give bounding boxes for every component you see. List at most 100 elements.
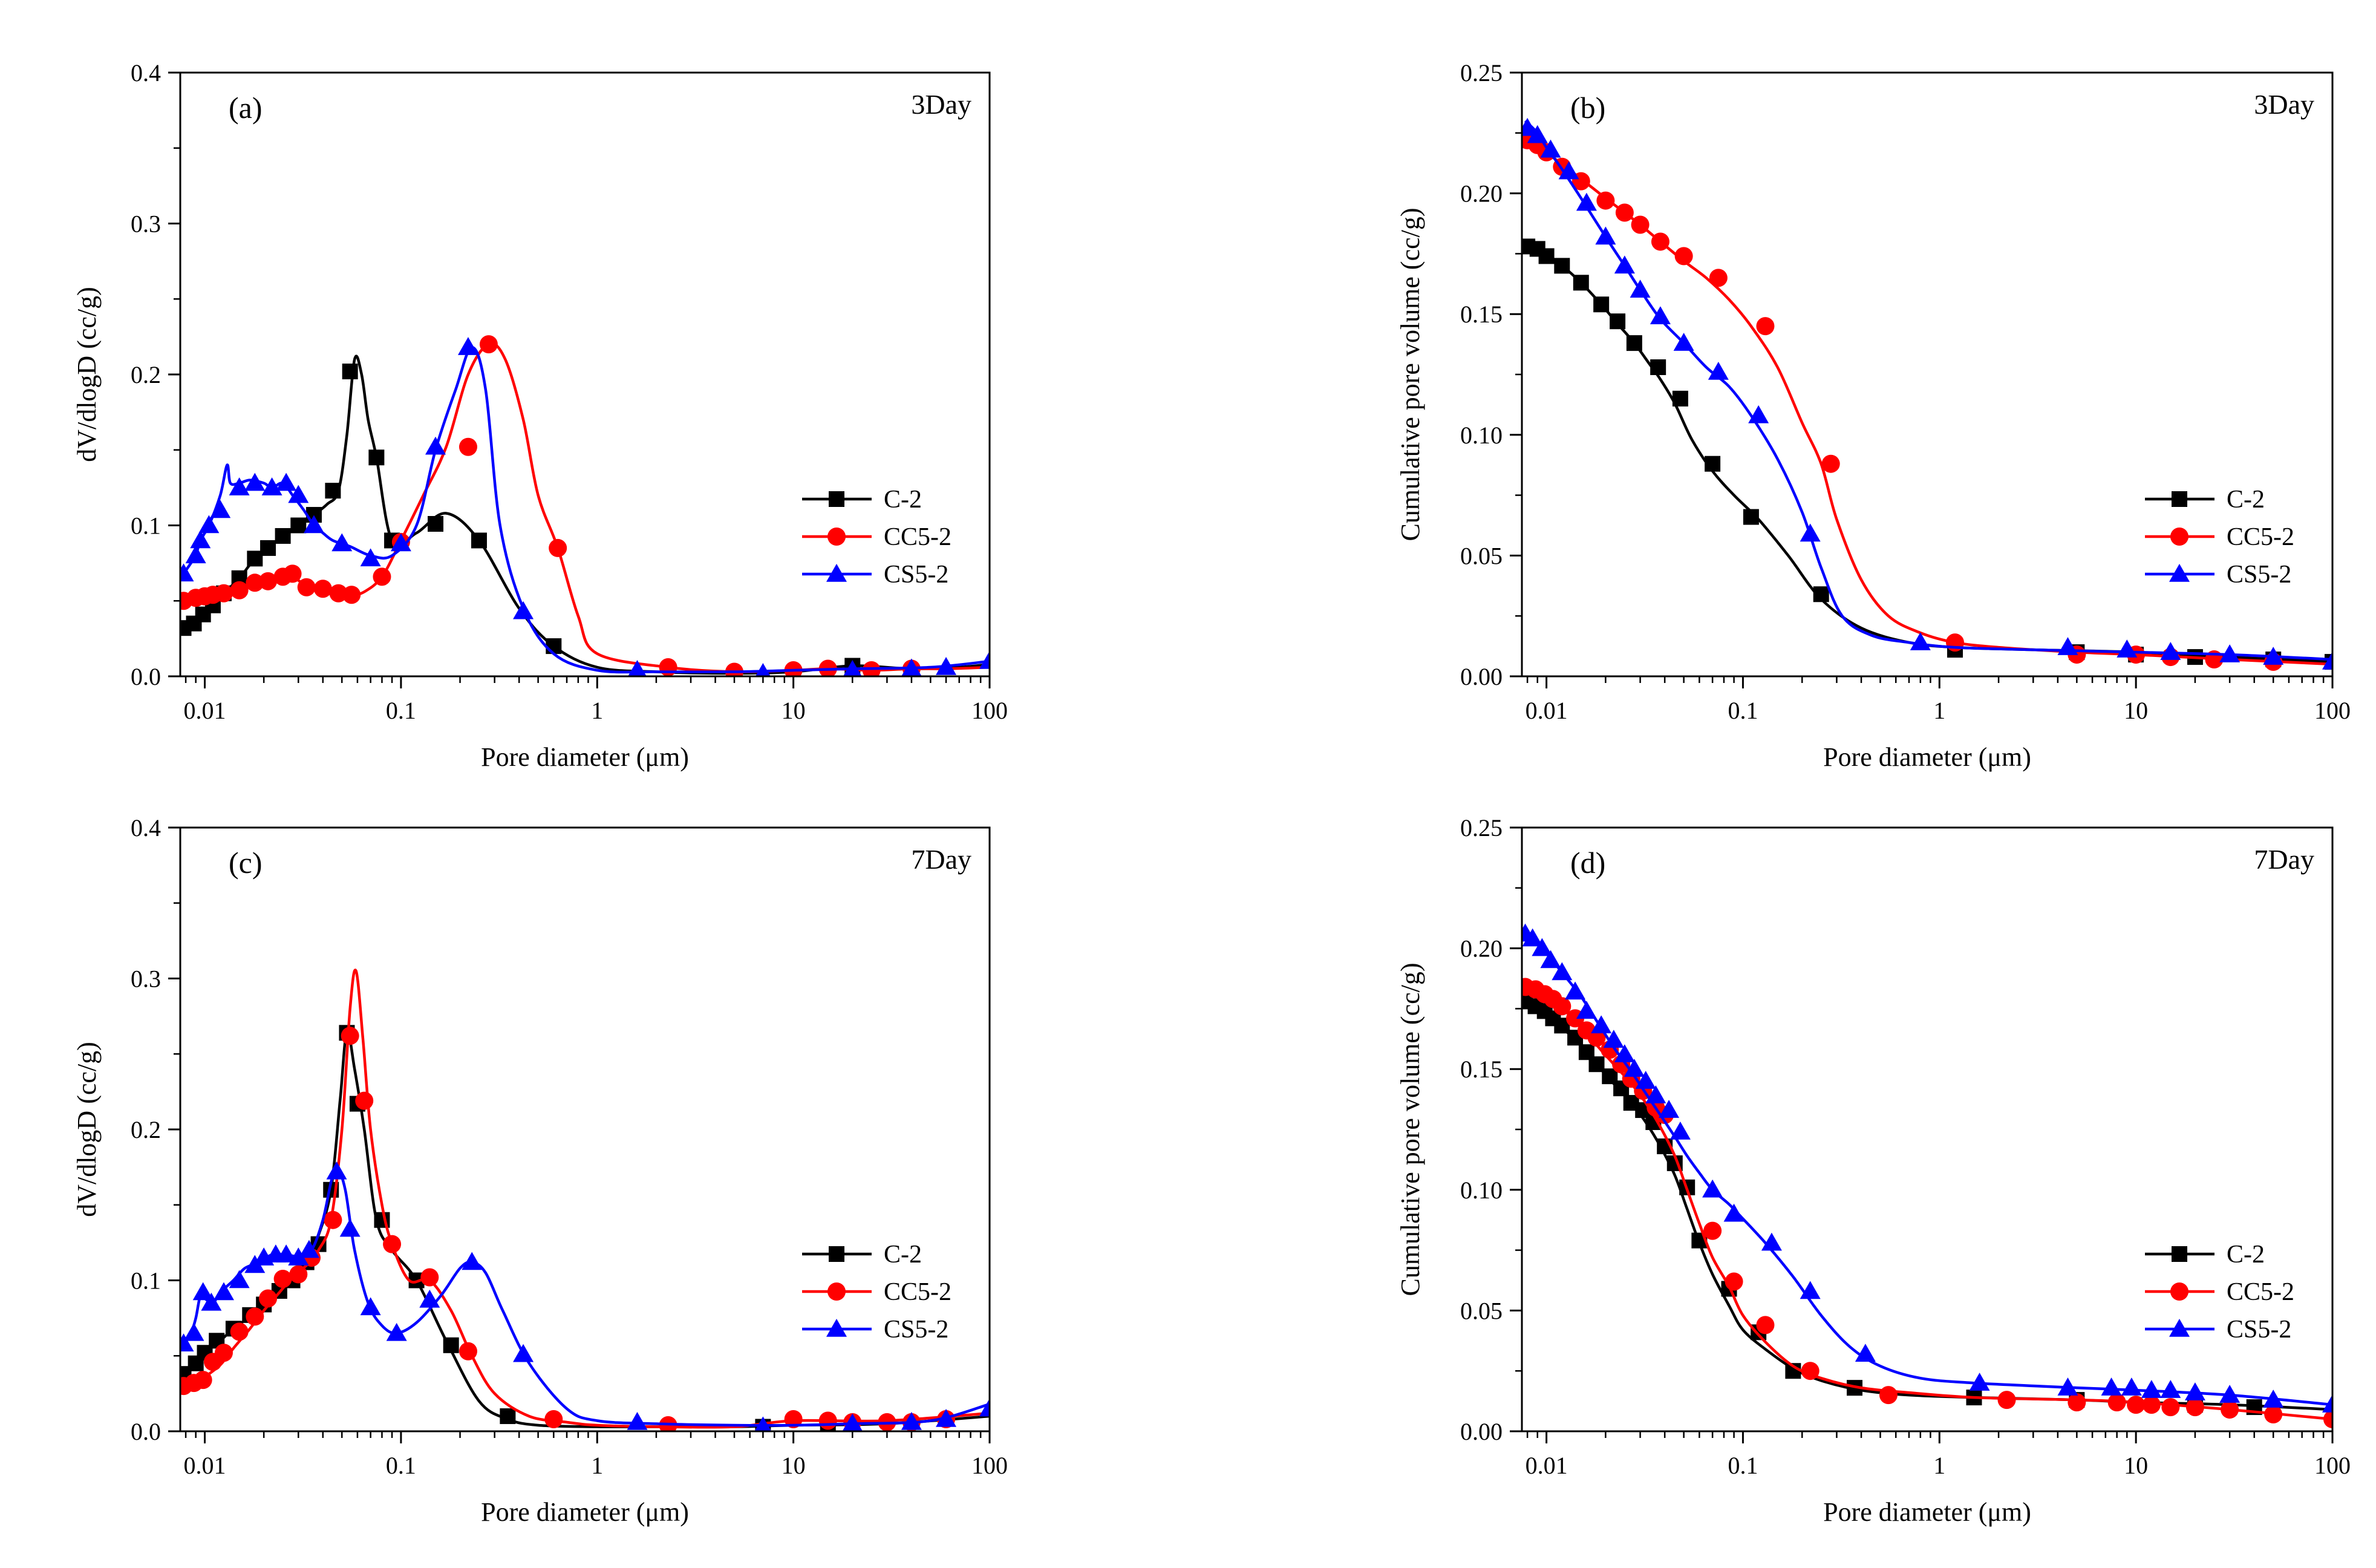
x-tick-label: 1 [591,697,603,724]
series-CC5-2-marker [273,1270,292,1289]
day-label: 3Day [2254,89,2314,120]
series-CS5-2-marker [1761,1232,1782,1251]
series-CC5-2-marker [784,1410,803,1429]
series-CS5-2-marker [2322,1394,2332,1413]
series-line-CS5-2 [182,345,990,674]
series-C-2-marker [368,449,385,466]
series-CC5-2-marker [342,586,361,604]
legend-label-C-2: C-2 [2227,486,2265,514]
legend-label-C-2: C-2 [884,486,922,514]
y-tick-label: 0.20 [1460,935,1503,962]
series-CS5-2-marker [326,1161,347,1180]
series-CC5-2-marker [1615,203,1634,222]
series-CS5-2-marker [1800,1281,1821,1299]
x-tick-label: 100 [971,1452,1008,1479]
series-CC5-2-marker [373,567,391,586]
series-C-2-marker [290,517,307,534]
legend-CC5-2-marker [827,528,846,546]
series-CC5-2-marker [214,584,233,603]
y-tick-label: 0.25 [1460,814,1503,841]
series-CS5-2-marker [936,657,957,675]
series-CC5-2-marker [2221,1400,2239,1419]
series-CS5-2-marker [180,1333,194,1352]
series-line-CS5-2 [1524,932,2332,1406]
x-axis-title: Pore diameter (μm) [1823,742,2031,772]
y-tick-label: 0.05 [1460,1297,1503,1324]
panel-d: 0.01 0.1 1 10 100 0.00 0.05 0.10 0.15 0.20 0.25 Por… [1395,814,2351,1527]
series-C-2-marker [1588,1056,1605,1073]
series-CS5-2-marker [1603,1030,1624,1048]
series-CC5-2-marker [1553,997,1571,1016]
y-tick-label: 0.05 [1460,542,1503,569]
series-CS5-2-marker [1552,962,1573,981]
series-CS5-2-marker [1748,405,1769,423]
series-CC5-2 [180,969,990,1431]
series-CS5-2-marker [1522,928,1543,947]
series-C-2-marker [342,364,358,380]
series-C-2-marker [1573,275,1589,291]
series-C-2-marker [500,1408,516,1425]
legend-label-CC5-2: CC5-2 [884,523,951,551]
series-CS5-2-marker [229,477,250,495]
series-CS5-2-marker [288,1247,309,1266]
series-C-2 [1522,993,2332,1416]
series-CC5-2 [1522,131,2332,671]
series-CC5-2-marker [1596,191,1615,210]
series-CS5-2-marker [2322,652,2332,670]
series-C-2 [180,354,990,675]
y-tick-label: 0.20 [1460,180,1503,207]
series-CS5-2-marker [979,1398,990,1417]
series-C-2 [1522,238,2332,670]
day-label: 7Day [2254,844,2314,875]
legend-label-CS5-2: CS5-2 [884,1316,948,1344]
legend: C-2 CC5-2 CS5-2 [802,486,951,589]
series-CS5-2-marker [198,515,220,534]
series-CS5-2-marker [1910,632,1931,650]
series-CS5-2-marker [1669,1121,1691,1140]
legend-CC5-2-marker [2170,1282,2188,1301]
day-label: 7Day [911,844,971,875]
series-CS5-2-marker [2101,1377,2122,1396]
series-CS5-2-marker [331,533,353,552]
series-CC5-2-marker [1756,1316,1775,1334]
series-CC5-2-marker [2161,1398,2180,1417]
series-CS5-2-marker [244,472,266,491]
series-CS5-2 [1522,923,2332,1413]
series-line-C-2 [1525,245,2332,664]
series-CS5-2-marker [298,1240,319,1258]
series-CC5-2-marker [2107,1393,2126,1412]
series-CC5-2-marker [818,659,837,676]
series-CS5-2-marker [1702,1179,1723,1198]
panel-a: 0.01 0.1 1 10 100 0.0 0.1 0.2 0.3 0.4 Pore diamete… [72,59,1008,772]
series-CS5-2-marker [201,1292,222,1311]
plot-frame [1521,826,2334,1432]
series-CS5-2-marker [2263,1390,2284,1408]
series-CS5-2-marker [2219,1385,2241,1403]
series-CS5-2-marker [229,1270,250,1289]
series-CC5-2-marker [297,578,316,596]
series-CS5-2-marker [1723,1203,1744,1222]
series-CC5-2-marker [1725,1272,1743,1291]
series-CS5-2-marker [1624,1059,1645,1077]
y-tick-label: 0.10 [1460,1177,1503,1204]
series-CC5-2-marker [259,1289,278,1308]
series-CC5-2-marker [459,437,477,456]
legend-label-CC5-2: CC5-2 [884,1278,951,1306]
x-tick-label: 10 [782,697,806,724]
legend-CS5-2-marker [826,1319,847,1337]
legend-C-2-marker [2172,491,2187,507]
series-C-2-marker [1554,258,1570,274]
series-CC5-2-marker [549,538,567,557]
series-CS5-2-marker [2184,1382,2205,1400]
x-tick-label: 0.01 [184,1452,226,1479]
series-CS5-2-marker [1558,161,1579,180]
y-tick-label: 0.10 [1460,422,1503,449]
series-CS5-2-marker [457,337,478,355]
y-tick-label: 0.15 [1460,301,1503,328]
x-tick-label: 0.1 [1728,697,1758,724]
series-line-CS5-2 [182,1166,990,1427]
series-CS5-2-marker [627,1412,648,1430]
series-CC5-2-marker [544,1410,563,1429]
series-CS5-2-marker [261,477,282,495]
series-CS5-2-marker [213,1282,234,1301]
